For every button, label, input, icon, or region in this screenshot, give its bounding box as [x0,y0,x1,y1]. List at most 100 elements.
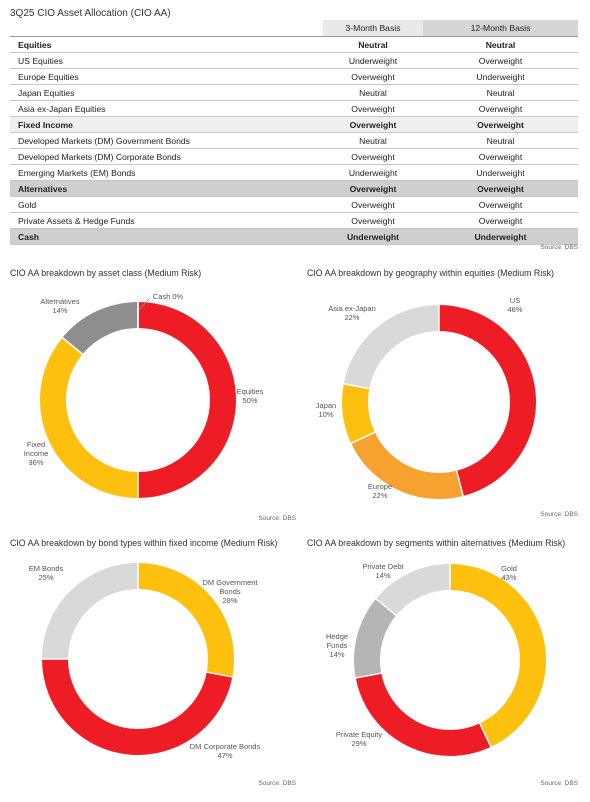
slice-separator [455,469,465,498]
row-12-month-value: Neutral [423,36,578,53]
row-label: Gold [10,196,323,213]
row-label: US Equities [10,52,323,69]
table-row: Japan Equities Neutral Neutral [10,84,578,101]
row-12-month-value: Overweight [423,148,578,165]
slice-separator [478,722,492,749]
chart-title-bond-types: CIO AA breakdown by bond types within fi… [10,538,278,548]
row-3-month-value: Overweight [323,196,423,213]
table-row: Developed Markets (DM) Government Bonds N… [10,132,578,149]
table-row: Cash Underweight Underweight [10,228,578,245]
label-alternatives: Alternatives 14% [40,297,79,315]
table-header-row: 3-Month Basis 12-Month Basis [10,20,578,37]
row-3-month-value: Underweight [323,164,423,181]
row-3-month-value: Neutral [323,84,423,101]
row-label: Equities [10,36,323,53]
row-3-month-value: Overweight [323,148,423,165]
row-label: Fixed Income [10,116,323,133]
row-12-month-value: Overweight [423,52,578,69]
label-europe: Europe 22% [368,482,392,500]
label-hedge-funds: Hedge Funds 14% [326,632,348,659]
label-japan: Japan 10% [316,401,336,419]
table-row: Gold Overweight Overweight [10,196,578,213]
cash-leader-line [138,297,151,311]
row-label: Japan Equities [10,84,323,101]
row-label: Developed Markets (DM) Corporate Bonds [10,148,323,165]
slice-separator [354,672,383,679]
chart-source-asset-class: Source: DBS [258,515,296,522]
row-label: Europe Equities [10,68,323,85]
row-12-month-value: Neutral [423,132,578,149]
slice-fixed-income [40,302,236,498]
label-asia-ex-japan: Asia ex-Japan 22% [328,304,376,322]
row-3-month-value: Neutral [323,36,423,53]
slice-private-equity [354,564,546,756]
table-row: Europe Equities Overweight Underweight [10,68,578,85]
row-3-month-value: Underweight [323,52,423,69]
table-row: Equities Neutral Neutral [10,36,578,53]
table-row: Asia ex-Japan Equities Overweight Overweig… [10,100,578,117]
row-3-month-value: Neutral [323,132,423,149]
page-title: 3Q25 CIO Asset Allocation (CIO AA) [10,8,171,19]
chart-source-geography: Source: DBS [540,511,578,518]
row-12-month-value: Overweight [423,100,578,117]
label-dm-corporate-bonds: DM Corporate Bonds 47% [190,742,261,760]
label-private-debt: Private Debt 14% [362,562,404,580]
row-3-month-value: Overweight [323,68,423,85]
header-12-month: 12-Month Basis [423,20,578,37]
row-label: Developed Markets (DM) Government Bonds [10,132,323,149]
row-label: Alternatives [10,180,323,197]
row-12-month-value: Overweight [423,180,578,197]
row-12-month-value: Overweight [423,212,578,229]
row-12-month-value: Neutral [423,84,578,101]
slice-japan [342,305,536,499]
row-12-month-value: Underweight [423,164,578,181]
label-dm-government-bonds: DM Government Bonds 28% [202,578,258,605]
row-12-month-value: Overweight [423,116,578,133]
slice-europe [342,305,536,499]
row-3-month-value: Overweight [323,212,423,229]
table-row: Developed Markets (DM) Corporate Bonds Ov… [10,148,578,165]
row-3-month-value: Overweight [323,116,423,133]
slice-separator [374,597,398,617]
row-12-month-value: Underweight [423,68,578,85]
slice-hedge-funds [354,564,546,756]
row-label: Private Assets & Hedge Funds [10,212,323,229]
label-gold: Gold 43% [501,564,517,582]
row-label: Asia ex-Japan Equities [10,100,323,117]
slice-separator [350,431,376,445]
label-equities: Equities 50% [237,387,264,405]
chart-title-geography: CIO AA breakdown by geography within equ… [307,268,554,278]
label-fixed-income: Fixed Income 36% [24,440,49,467]
slice-separator [342,382,371,390]
donut-chart-geography: US 46% Europe 22% Japan 10% Asia ex-Japan 22% [316,296,536,500]
chart-source-alternatives: Source: DBS [540,780,578,787]
chart-source-bond-types: Source: DBS [258,780,296,787]
label-em-bonds: EM Bonds 25% [29,564,64,582]
chart-title-alternatives: CIO AA breakdown by segments within alte… [307,538,566,548]
donut-chart-asset-class: Equities 50% Fixed Income 36% Alternatives 14%… [24,292,264,499]
table-source: Source: DBS [540,244,578,251]
label-cash: Cash 0% [153,292,184,301]
donut-chart-alternatives: Gold 43% Private Equity 29% Hedge Funds 14% Pri… [326,562,546,756]
table-row: Private Assets & Hedge Funds Overweight Ov… [10,212,578,229]
donut-chart-bond-types: DM Government Bonds 28% DM Corporate Bonds 4… [29,562,261,760]
table-row: Emerging Markets (EM) Bonds Underweight Un… [10,164,578,181]
chart-title-asset-class: CIO AA breakdown by asset class (Medium … [10,268,202,278]
header-label-col [10,20,323,37]
row-3-month-value: Overweight [323,100,423,117]
row-3-month-value: Underweight [323,228,423,245]
header-3-month: 3-Month Basis [323,20,423,37]
row-label: Cash [10,228,323,245]
label-us: US 46% [507,296,522,314]
table-row: US Equities Underweight Overweight [10,52,578,69]
row-label: Emerging Markets (EM) Bonds [10,164,323,181]
row-12-month-value: Underweight [423,228,578,245]
row-12-month-value: Overweight [423,196,578,213]
table-row: Alternatives Overweight Overweight [10,180,578,197]
table-row: Fixed Income Overweight Overweight [10,116,578,133]
slice-separator [205,671,234,678]
slice-separator [61,336,84,356]
row-3-month-value: Overweight [323,180,423,197]
allocation-table: 3-Month Basis 12-Month Basis Equities Neu… [10,20,578,245]
label-private-equity: Private Equity 29% [336,730,383,748]
